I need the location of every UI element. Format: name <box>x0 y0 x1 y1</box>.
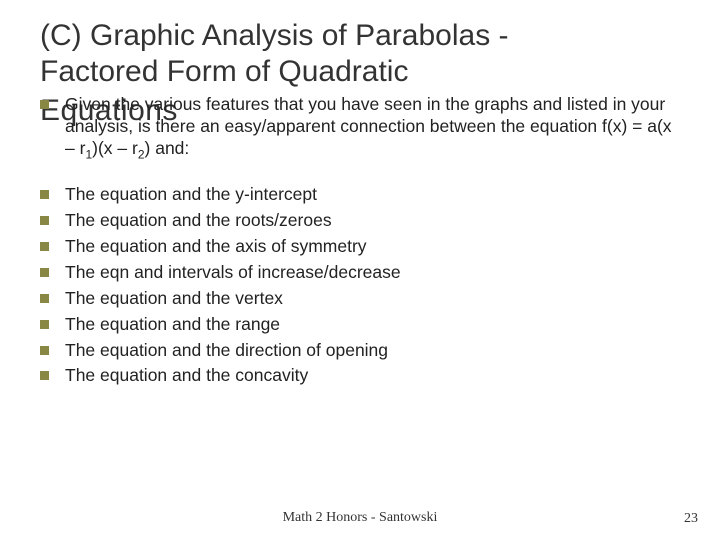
list-item-text: The equation and the range <box>65 314 280 336</box>
slide-title: (C) Graphic Analysis of Parabolas - Fact… <box>40 18 680 90</box>
square-bullet-icon <box>40 242 49 251</box>
square-bullet-icon <box>40 346 49 355</box>
slide-container: (C) Graphic Analysis of Parabolas - Fact… <box>0 0 720 540</box>
intro-post: ) and: <box>145 138 190 158</box>
intro-bullet-row: Given the various features that you have… <box>40 94 680 162</box>
title-line-2: Factored Form of Quadratic <box>40 55 408 88</box>
intro-paragraph: Given the various features that you have… <box>65 94 680 162</box>
footer-text: Math 2 Honors - Santowski <box>0 510 720 526</box>
list-item: The equation and the vertex <box>40 288 680 310</box>
list-item-text: The equation and the axis of symmetry <box>65 236 367 258</box>
list-item: The equation and the range <box>40 314 680 336</box>
list-item: The eqn and intervals of increase/decrea… <box>40 262 680 284</box>
square-bullet-icon <box>40 268 49 277</box>
list-item: The equation and the direction of openin… <box>40 340 680 362</box>
list-item-text: The equation and the concavity <box>65 365 308 387</box>
intro-sub2: 2 <box>138 147 145 161</box>
square-bullet-icon <box>40 294 49 303</box>
square-bullet-icon <box>40 371 49 380</box>
list-item-text: The eqn and intervals of increase/decrea… <box>65 262 401 284</box>
title-line-1: (C) Graphic Analysis of Parabolas - <box>40 19 509 52</box>
list-item-text: The equation and the direction of openin… <box>65 340 388 362</box>
square-bullet-icon <box>40 100 49 109</box>
intro-mid: )(x – r <box>92 138 138 158</box>
list-item: The equation and the roots/zeroes <box>40 210 680 232</box>
list-item-text: The equation and the y-intercept <box>65 184 317 206</box>
list-item: The equation and the concavity <box>40 365 680 387</box>
list-item: The equation and the y-intercept <box>40 184 680 206</box>
bullet-list: The equation and the y-intercept The equ… <box>40 184 680 387</box>
list-item: The equation and the axis of symmetry <box>40 236 680 258</box>
square-bullet-icon <box>40 216 49 225</box>
page-number: 23 <box>684 511 698 527</box>
square-bullet-icon <box>40 320 49 329</box>
list-item-text: The equation and the roots/zeroes <box>65 210 332 232</box>
square-bullet-icon <box>40 190 49 199</box>
list-item-text: The equation and the vertex <box>65 288 283 310</box>
